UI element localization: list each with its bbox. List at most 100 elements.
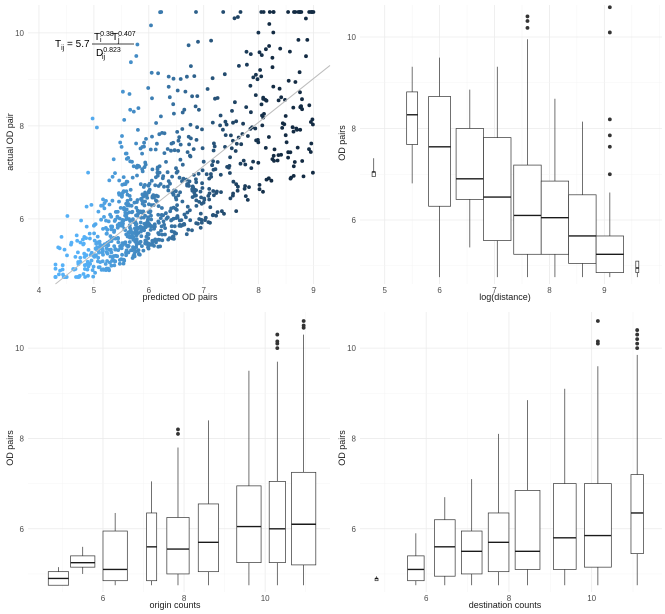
- scatter-point: [182, 222, 187, 227]
- scatter-point: [96, 209, 101, 214]
- box-outlier: [607, 172, 612, 177]
- box-outlier: [607, 117, 612, 122]
- scatter-point: [122, 258, 127, 263]
- scatter-point: [101, 227, 105, 231]
- box-outlier: [301, 319, 306, 323]
- scatter-point: [228, 155, 233, 160]
- scatter-point: [130, 209, 135, 214]
- scatter-point: [104, 199, 108, 203]
- box-outlier: [635, 346, 640, 351]
- scatter-point: [168, 181, 172, 186]
- scatter-point: [311, 170, 315, 175]
- scatter-point: [207, 197, 212, 202]
- scatter-point: [191, 147, 196, 152]
- scatter-point: [256, 140, 261, 145]
- scatter-point: [97, 239, 102, 244]
- scatter-point: [246, 134, 250, 138]
- scatter-point: [131, 217, 135, 222]
- scatter-point: [73, 255, 78, 259]
- box-outlier: [607, 133, 612, 138]
- scatter-point: [86, 248, 91, 252]
- scatter-point: [185, 204, 190, 209]
- scatter-point: [148, 228, 153, 232]
- scatter-point: [166, 188, 171, 193]
- box-outlier: [176, 427, 180, 432]
- scatter-point: [175, 88, 180, 93]
- scatter-point: [117, 178, 122, 183]
- y-tick-label: 10: [15, 29, 24, 38]
- scatter-point: [169, 224, 174, 229]
- scatter-point: [176, 148, 181, 153]
- scatter-point: [210, 163, 215, 167]
- scatter-point: [120, 252, 124, 257]
- box-outlier: [176, 432, 180, 436]
- scatter-point: [183, 89, 188, 94]
- box-outlier: [607, 144, 612, 149]
- scatter-point: [267, 135, 271, 139]
- scatter-point: [158, 244, 163, 249]
- scatter-point: [263, 146, 268, 150]
- x-tick-label: 6: [424, 594, 429, 603]
- scatter-point: [93, 270, 97, 275]
- scatter-point: [230, 109, 234, 113]
- scatter-point: [143, 213, 148, 218]
- scatter-point: [253, 93, 258, 97]
- scatter-point: [233, 149, 238, 153]
- scatter-point: [221, 127, 225, 132]
- scatter-point: [251, 159, 256, 164]
- scatter-point: [190, 228, 194, 233]
- scatter-point: [296, 38, 301, 42]
- scatter-point: [155, 173, 160, 178]
- scatter-point: [300, 159, 305, 163]
- eq-den-sub: ij: [102, 54, 106, 61]
- scatter-point: [99, 217, 103, 222]
- scatter-point: [277, 86, 282, 91]
- y-tick-label: 10: [15, 344, 24, 353]
- scatter-point: [199, 220, 204, 225]
- scatter-point: [264, 98, 269, 103]
- scatter-point: [228, 196, 233, 201]
- scatter-point: [98, 242, 102, 247]
- scatter-point: [238, 10, 243, 14]
- scatter-point: [272, 147, 277, 152]
- origin-y-label: OD pairs: [5, 430, 15, 466]
- distance-x-label: log(distance): [479, 292, 531, 302]
- scatter-point: [140, 198, 145, 203]
- scatter-point: [156, 194, 160, 199]
- scatter-point: [185, 210, 190, 215]
- scatter-point: [149, 23, 153, 28]
- scatter-point: [69, 240, 74, 245]
- scatter-point: [186, 227, 191, 232]
- scatter-point: [242, 186, 247, 191]
- scatter-point: [244, 49, 249, 54]
- scatter-point: [209, 174, 214, 179]
- scatter-point: [189, 136, 193, 141]
- x-tick-label: 5: [92, 286, 97, 295]
- scatter-point: [106, 243, 111, 248]
- eq-num1-sup: 0.38: [100, 31, 114, 38]
- box-outlier: [635, 332, 640, 337]
- scatter-point: [293, 80, 298, 84]
- scatter-point: [117, 199, 121, 204]
- scatter-point: [184, 215, 188, 220]
- scatter-point: [89, 258, 94, 263]
- box-body: [70, 555, 96, 568]
- scatter-point: [113, 259, 118, 264]
- scatter-point: [266, 176, 271, 181]
- scatter-point: [239, 142, 244, 147]
- scatter-point: [53, 262, 58, 267]
- eq-lhs: T: [55, 39, 61, 50]
- scatter-point: [196, 221, 200, 226]
- scatter-point: [60, 263, 65, 268]
- scatter-point: [211, 189, 216, 193]
- scatter-y-label: actual OD pair: [5, 113, 15, 171]
- scatter-point: [194, 138, 199, 142]
- scatter-point: [134, 205, 139, 210]
- scatter-point: [211, 148, 216, 153]
- scatter-point: [121, 175, 126, 180]
- destination-panel: 6 8 10 6 8 10 destination counts OD pairs: [337, 312, 662, 610]
- x-tick-label: 10: [261, 594, 270, 603]
- scatter-point: [270, 55, 275, 60]
- scatter-point: [207, 191, 212, 196]
- scatter-point: [108, 234, 113, 239]
